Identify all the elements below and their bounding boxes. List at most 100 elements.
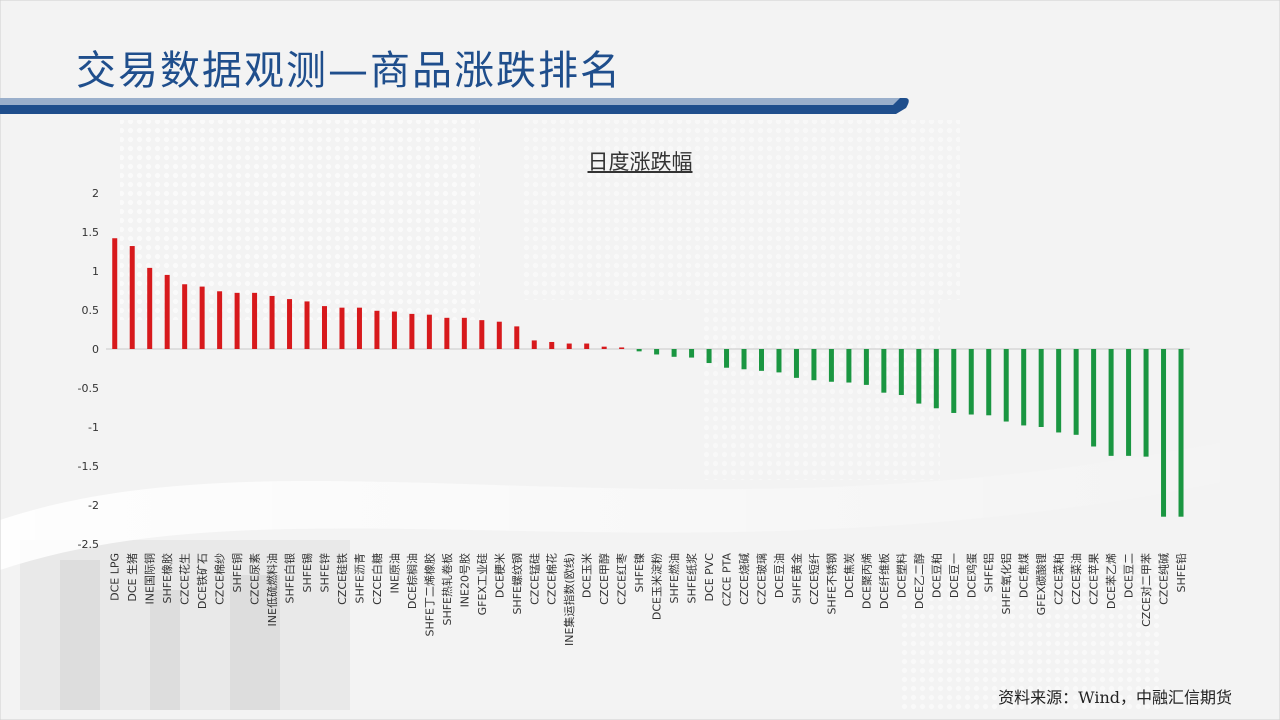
y-tick-label: 1.5 [82, 226, 100, 239]
category-label: CZCE苹果 [1087, 553, 1101, 605]
category-label: SHFE丁二烯橡胶 [422, 553, 436, 637]
category-label: DCE PVC [703, 553, 716, 602]
bar [182, 284, 188, 349]
bar [933, 349, 939, 409]
bar [479, 320, 485, 349]
category-label: DCE焦炭 [843, 553, 856, 598]
bar [619, 347, 625, 349]
category-label: SHFE氧化铝 [999, 553, 1013, 615]
category-label: DCE豆油 [772, 553, 786, 598]
category-label: CZCE烧碱 [738, 553, 751, 605]
category-label: SHFE不锈钢 [825, 553, 838, 615]
bar [566, 343, 572, 349]
category-label: CZCE红枣 [616, 553, 629, 605]
bar [1143, 349, 1149, 457]
bar [776, 349, 782, 373]
bar [129, 246, 135, 349]
bar [671, 349, 677, 357]
bar [828, 349, 834, 382]
chart-title: 日度涨跌幅 [587, 150, 693, 174]
category-label: SHFE铜 [230, 553, 244, 593]
bar [304, 301, 310, 349]
bar [1178, 349, 1184, 517]
category-label: DCE苯乙烯 [1104, 553, 1118, 609]
bar [496, 321, 502, 349]
bar [759, 349, 764, 371]
category-label: SHFE黄金 [789, 553, 803, 604]
y-tick-label: -2 [88, 499, 99, 512]
bar [269, 295, 275, 349]
bar [1021, 349, 1027, 426]
category-label: CZCE菜粕 [1052, 553, 1066, 605]
bar [863, 349, 869, 385]
category-label: SHFE铅 [1174, 553, 1188, 593]
category-label: CZCE白糖 [370, 553, 384, 605]
category-label: CZCE硅铁 [336, 553, 349, 605]
bar [461, 317, 467, 349]
category-label: GFEX工业硅 [476, 553, 489, 615]
bar [1056, 349, 1062, 433]
category-label: DCE豆一 [948, 553, 961, 598]
bar [724, 349, 730, 368]
category-label: CZCE棉纱 [213, 553, 227, 605]
bar [741, 349, 747, 370]
category-label: DCE聚丙烯 [860, 553, 873, 609]
page-title: 交易数据观测—商品涨跌排名 [76, 48, 622, 94]
category-label: SHFE燃油 [667, 553, 681, 604]
bar [706, 349, 712, 364]
category-label: CZCE棉花 [545, 553, 559, 605]
bar [968, 349, 974, 415]
category-label: SHFE橡胶 [160, 553, 174, 604]
category-label: SHFE纸浆 [685, 553, 699, 604]
bar [1003, 349, 1009, 422]
category-label: DCE乙二醇 [912, 553, 926, 609]
category-label: INE原油 [387, 553, 401, 593]
category-label: CZCE甲醇 [597, 553, 611, 605]
bar [951, 349, 957, 413]
category-label: SHFE锌 [318, 553, 332, 593]
y-tick-label: -2.5 [78, 538, 99, 551]
bar [846, 349, 852, 383]
bar [252, 292, 258, 349]
category-label: GFEX碳酸锂 [1034, 553, 1048, 615]
y-tick-label: 1 [92, 265, 99, 278]
bar [986, 349, 992, 416]
bar [409, 313, 415, 349]
bar [636, 349, 642, 352]
bar [811, 349, 817, 381]
category-label: DCE豆二 [1123, 553, 1136, 598]
category-label: DCE 生猪 [125, 553, 139, 602]
category-label: CZCE对二甲苯 [1139, 553, 1153, 627]
bar [1161, 349, 1167, 517]
source-note: 资料来源：Wind，中融汇信期货 [998, 688, 1232, 707]
bar [793, 349, 799, 378]
category-label: SHFE锡 [300, 553, 314, 593]
bar [1108, 349, 1114, 456]
category-label: DCE鸡蛋 [964, 553, 978, 598]
category-label: DCE纤维板 [877, 553, 891, 609]
category-label: INE20号胶 [457, 553, 471, 607]
category-label: INE国际铜 [143, 553, 157, 604]
bar [374, 310, 380, 349]
category-label: SHFE沥青 [353, 553, 366, 604]
bar [217, 291, 223, 349]
category-label: SHFE白银 [283, 553, 297, 604]
category-label: CZCE玻璃 [755, 553, 769, 605]
bar [322, 306, 327, 349]
title-underline-bar [0, 98, 909, 114]
bar [426, 314, 432, 349]
bar [356, 307, 362, 349]
category-label: CZCE花生 [178, 553, 192, 605]
bar [1091, 349, 1097, 447]
y-tick-label: 2 [92, 187, 99, 200]
bar [898, 349, 904, 396]
bar [1038, 349, 1044, 427]
bar [199, 286, 205, 349]
category-label: SHFE铝 [982, 553, 996, 593]
category-label: DCE塑料 [894, 553, 908, 598]
category-label: CZCE短纤 [807, 553, 821, 605]
category-label: DCE棕榈油 [405, 553, 419, 609]
bar [916, 349, 922, 404]
